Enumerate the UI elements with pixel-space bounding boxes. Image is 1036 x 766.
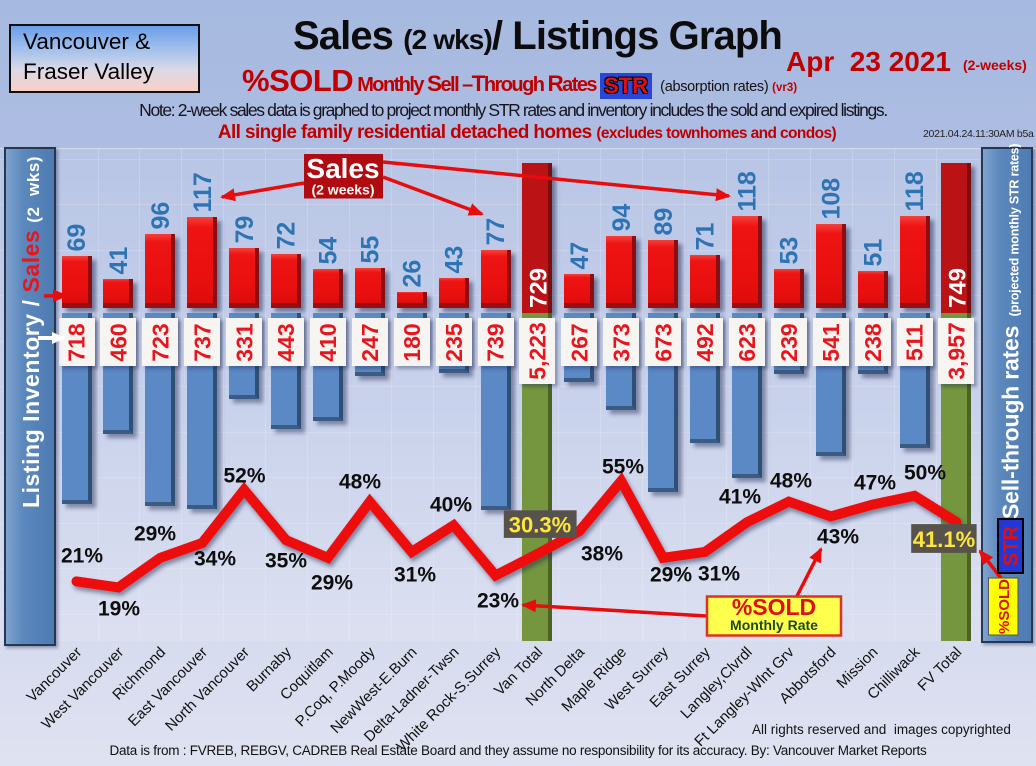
- svg-text:47: 47: [566, 242, 594, 270]
- svg-text:35%: 35%: [265, 550, 307, 573]
- svg-text:54: 54: [315, 237, 343, 265]
- svg-text:89: 89: [650, 208, 678, 236]
- svg-text:53: 53: [776, 237, 804, 265]
- svg-text:Monthly Rate: Monthly Rate: [730, 617, 818, 633]
- svg-text:492: 492: [692, 323, 718, 361]
- svg-text:673: 673: [650, 323, 676, 361]
- svg-text:21%: 21%: [61, 545, 103, 568]
- svg-text:FV Total: FV Total: [914, 644, 965, 695]
- svg-text:29%: 29%: [134, 523, 176, 546]
- svg-text:26: 26: [398, 260, 426, 288]
- svg-text:71: 71: [692, 223, 720, 251]
- svg-text:729: 729: [525, 268, 552, 308]
- svg-text:48%: 48%: [339, 471, 381, 494]
- svg-text:3,957: 3,957: [944, 322, 970, 380]
- svg-text:77: 77: [482, 218, 510, 246]
- svg-text:460: 460: [106, 323, 132, 361]
- svg-text:117: 117: [189, 172, 217, 212]
- svg-text:(2 weeks): (2 weeks): [311, 182, 374, 198]
- svg-text:23%: 23%: [477, 590, 519, 613]
- svg-text:247: 247: [357, 323, 383, 361]
- svg-text:29%: 29%: [311, 572, 353, 595]
- svg-text:718: 718: [64, 323, 90, 362]
- svg-text:541: 541: [818, 323, 844, 362]
- svg-text:118: 118: [734, 171, 762, 211]
- svg-text:749: 749: [944, 268, 971, 308]
- svg-text:52%: 52%: [223, 465, 265, 488]
- svg-text:50%: 50%: [904, 462, 946, 485]
- svg-text:29%: 29%: [650, 564, 692, 587]
- svg-text:47%: 47%: [854, 472, 896, 495]
- svg-text:238: 238: [860, 323, 886, 362]
- svg-text:79: 79: [231, 216, 259, 244]
- svg-text:Sales: Sales: [306, 153, 379, 184]
- svg-text:40%: 40%: [430, 494, 472, 517]
- svg-text:38%: 38%: [581, 543, 623, 566]
- svg-text:267: 267: [567, 323, 593, 361]
- svg-text:96: 96: [147, 202, 175, 230]
- svg-text:19%: 19%: [98, 598, 140, 621]
- svg-text:118: 118: [901, 171, 929, 211]
- svg-text:5,223: 5,223: [525, 322, 551, 380]
- svg-text:235: 235: [441, 323, 467, 362]
- svg-text:108: 108: [817, 178, 845, 220]
- svg-text:739: 739: [483, 323, 509, 361]
- svg-text:331: 331: [231, 323, 257, 362]
- svg-text:55%: 55%: [602, 456, 644, 479]
- svg-text:69: 69: [63, 224, 91, 252]
- svg-text:55: 55: [357, 236, 385, 264]
- svg-text:43%: 43%: [817, 526, 859, 549]
- svg-text:511: 511: [902, 324, 928, 361]
- svg-text:41%: 41%: [719, 486, 761, 509]
- svg-text:%SOLD: %SOLD: [996, 579, 1013, 634]
- svg-text:623: 623: [734, 323, 760, 361]
- svg-text:31%: 31%: [698, 563, 740, 586]
- svg-text:72: 72: [273, 222, 301, 250]
- svg-text:30.3%: 30.3%: [509, 512, 571, 537]
- svg-text:48%: 48%: [770, 470, 812, 493]
- svg-text:41: 41: [105, 247, 133, 275]
- svg-text:180: 180: [399, 323, 425, 361]
- svg-text:239: 239: [776, 323, 802, 361]
- svg-text:Listing Inventory / Sales (2: Listing Inventory / Sales (2 wks): [18, 156, 44, 508]
- svg-text:94: 94: [608, 204, 636, 232]
- svg-text:51: 51: [859, 239, 887, 267]
- svg-text:723: 723: [148, 323, 174, 361]
- svg-text:410: 410: [315, 323, 341, 361]
- svg-text:41.1%: 41.1%: [913, 527, 975, 552]
- svg-text:%SOLD: %SOLD: [732, 594, 816, 620]
- svg-text:STR: STR: [1001, 525, 1023, 566]
- svg-text:43: 43: [440, 246, 468, 274]
- svg-text:737: 737: [189, 323, 215, 361]
- svg-text:34%: 34%: [194, 548, 236, 571]
- svg-text:443: 443: [273, 323, 299, 361]
- svg-text:Sell-through rates (projected: Sell-through rates (projected monthly ST…: [998, 144, 1024, 519]
- svg-text:31%: 31%: [394, 564, 436, 587]
- svg-text:373: 373: [608, 323, 634, 361]
